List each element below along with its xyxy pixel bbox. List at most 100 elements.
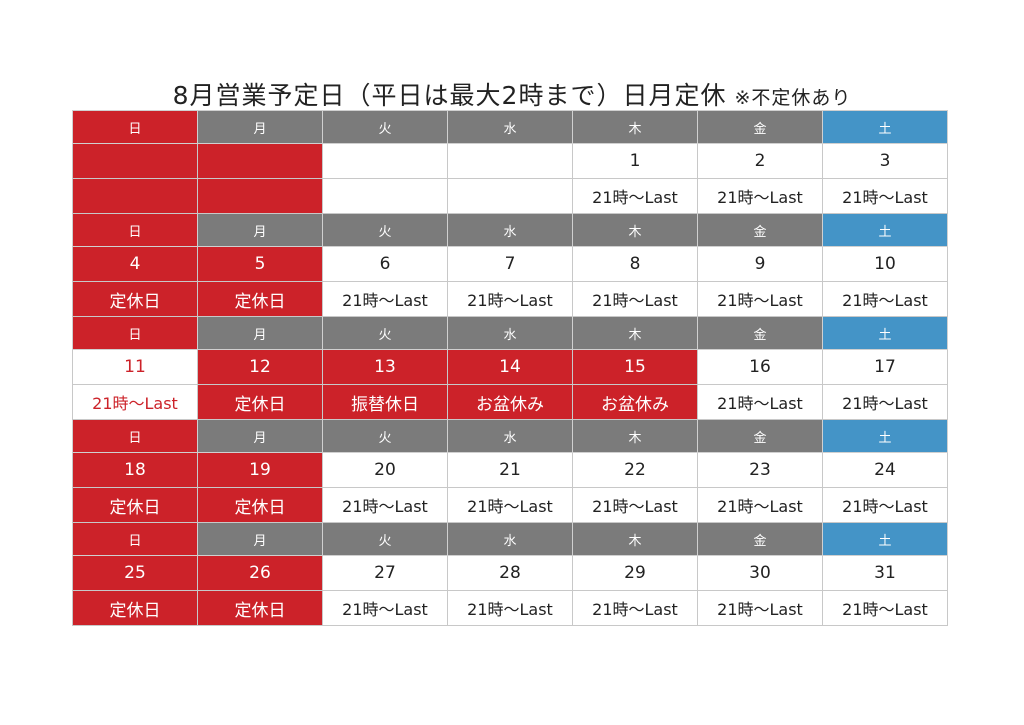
weekday-header-cell: 木 bbox=[572, 110, 698, 144]
weekday-header-cell: 金 bbox=[697, 419, 823, 453]
weekday-header-cell: 金 bbox=[697, 110, 823, 144]
hours-cell: 21時〜Last bbox=[822, 590, 948, 626]
weekday-header-row: 日月火水木金土 bbox=[72, 213, 948, 247]
weekday-header-cell: 水 bbox=[447, 419, 573, 453]
date-cell: 3 bbox=[822, 143, 948, 179]
weekday-header-cell: 火 bbox=[322, 316, 448, 350]
hours-cell: 定休日 bbox=[197, 281, 323, 317]
hours-cell: 21時〜Last bbox=[697, 281, 823, 317]
weekday-header-cell: 日 bbox=[72, 213, 198, 247]
hours-cell: 振替休日 bbox=[322, 384, 448, 420]
date-cell bbox=[322, 143, 448, 179]
hours-cell: 21時〜Last bbox=[322, 281, 448, 317]
date-cell: 11 bbox=[72, 349, 198, 385]
date-cell: 6 bbox=[322, 246, 448, 282]
date-cell: 2 bbox=[697, 143, 823, 179]
hours-cell: 21時〜Last bbox=[72, 384, 198, 420]
hours-cell: お盆休み bbox=[447, 384, 573, 420]
hours-cell: 21時〜Last bbox=[822, 281, 948, 317]
date-cell: 9 bbox=[697, 246, 823, 282]
hours-cell: 定休日 bbox=[72, 590, 198, 626]
weekday-header-cell: 火 bbox=[322, 110, 448, 144]
weekday-header-cell: 日 bbox=[72, 522, 198, 556]
weekday-header-cell: 火 bbox=[322, 213, 448, 247]
weekday-header-cell: 月 bbox=[197, 110, 323, 144]
hours-cell: 定休日 bbox=[72, 281, 198, 317]
hours-cell: 定休日 bbox=[72, 487, 198, 523]
hours-row: 定休日 定休日 21時〜Last 21時〜Last 21時〜Last 21時〜Last 21… bbox=[72, 281, 948, 317]
date-cell: 24 bbox=[822, 452, 948, 488]
hours-cell: 21時〜Last bbox=[572, 281, 698, 317]
date-cell: 4 bbox=[72, 246, 198, 282]
date-row: 18 19 20 21 22 23 24 bbox=[72, 452, 948, 488]
date-cell: 28 bbox=[447, 555, 573, 591]
date-cell: 1 bbox=[572, 143, 698, 179]
weekday-header-cell: 月 bbox=[197, 213, 323, 247]
hours-row: 定休日 定休日 21時〜Last 21時〜Last 21時〜Last 21時〜Last 21… bbox=[72, 590, 948, 626]
weekday-header-row: 日月火水木金土 bbox=[72, 419, 948, 453]
date-cell bbox=[72, 143, 198, 179]
hours-row: 21時〜Last 定休日 振替休日 お盆休み お盆休み 21時〜Last 21時〜Last bbox=[72, 384, 948, 420]
hours-cell: 21時〜Last bbox=[697, 487, 823, 523]
calendar-table: 日月火水木金土 1 2 3 21時〜Last 21時〜Last 21時〜Last 日月火水木金… bbox=[72, 110, 948, 626]
date-cell: 29 bbox=[572, 555, 698, 591]
date-cell: 5 bbox=[197, 246, 323, 282]
hours-cell: 21時〜Last bbox=[697, 384, 823, 420]
date-cell bbox=[447, 143, 573, 179]
title-main: 8月営業予定日（平日は最大2時まで）日月定休 bbox=[172, 81, 727, 110]
weekday-header-cell: 月 bbox=[197, 522, 323, 556]
date-row: 11 12 13 14 15 16 17 bbox=[72, 349, 948, 385]
weekday-header-cell: 火 bbox=[322, 419, 448, 453]
weekday-header-cell: 土 bbox=[822, 316, 948, 350]
hours-cell: 21時〜Last bbox=[447, 590, 573, 626]
date-cell: 8 bbox=[572, 246, 698, 282]
weekday-header-cell: 水 bbox=[447, 213, 573, 247]
date-cell: 13 bbox=[322, 349, 448, 385]
hours-cell: お盆休み bbox=[572, 384, 698, 420]
date-cell: 23 bbox=[697, 452, 823, 488]
weekday-header-cell: 木 bbox=[572, 419, 698, 453]
date-cell: 7 bbox=[447, 246, 573, 282]
page-title: 8月営業予定日（平日は最大2時まで）日月定休 ※不定休あり bbox=[0, 76, 1024, 112]
weekday-header-cell: 日 bbox=[72, 419, 198, 453]
weekday-header-cell: 土 bbox=[822, 213, 948, 247]
hours-cell: 21時〜Last bbox=[822, 178, 948, 214]
hours-cell: 21時〜Last bbox=[572, 178, 698, 214]
hours-cell: 21時〜Last bbox=[822, 487, 948, 523]
weekday-header-cell: 火 bbox=[322, 522, 448, 556]
weekday-header-cell: 日 bbox=[72, 316, 198, 350]
weekday-header-cell: 水 bbox=[447, 522, 573, 556]
date-cell: 16 bbox=[697, 349, 823, 385]
weekday-header-cell: 水 bbox=[447, 110, 573, 144]
hours-cell: 定休日 bbox=[197, 590, 323, 626]
weekday-header-cell: 土 bbox=[822, 110, 948, 144]
weekday-header-cell: 木 bbox=[572, 213, 698, 247]
hours-cell: 21時〜Last bbox=[697, 178, 823, 214]
date-cell: 15 bbox=[572, 349, 698, 385]
hours-cell: 21時〜Last bbox=[572, 590, 698, 626]
hours-row: 定休日 定休日 21時〜Last 21時〜Last 21時〜Last 21時〜Last 21… bbox=[72, 487, 948, 523]
hours-cell: 定休日 bbox=[197, 384, 323, 420]
hours-row: 21時〜Last 21時〜Last 21時〜Last bbox=[72, 178, 948, 214]
weekday-header-cell: 木 bbox=[572, 316, 698, 350]
date-cell: 20 bbox=[322, 452, 448, 488]
weekday-header-cell: 月 bbox=[197, 316, 323, 350]
date-cell: 27 bbox=[322, 555, 448, 591]
date-cell: 17 bbox=[822, 349, 948, 385]
hours-cell: 21時〜Last bbox=[822, 384, 948, 420]
hours-cell: 21時〜Last bbox=[447, 281, 573, 317]
date-cell bbox=[197, 143, 323, 179]
date-cell: 30 bbox=[697, 555, 823, 591]
weekday-header-cell: 金 bbox=[697, 213, 823, 247]
date-cell: 19 bbox=[197, 452, 323, 488]
weekday-header-cell: 土 bbox=[822, 522, 948, 556]
hours-cell bbox=[72, 178, 198, 214]
weekday-header-row: 日月火水木金土 bbox=[72, 522, 948, 556]
weekday-header-cell: 金 bbox=[697, 522, 823, 556]
date-cell: 21 bbox=[447, 452, 573, 488]
hours-cell: 21時〜Last bbox=[572, 487, 698, 523]
weekday-header-cell: 木 bbox=[572, 522, 698, 556]
date-cell: 25 bbox=[72, 555, 198, 591]
hours-cell bbox=[447, 178, 573, 214]
